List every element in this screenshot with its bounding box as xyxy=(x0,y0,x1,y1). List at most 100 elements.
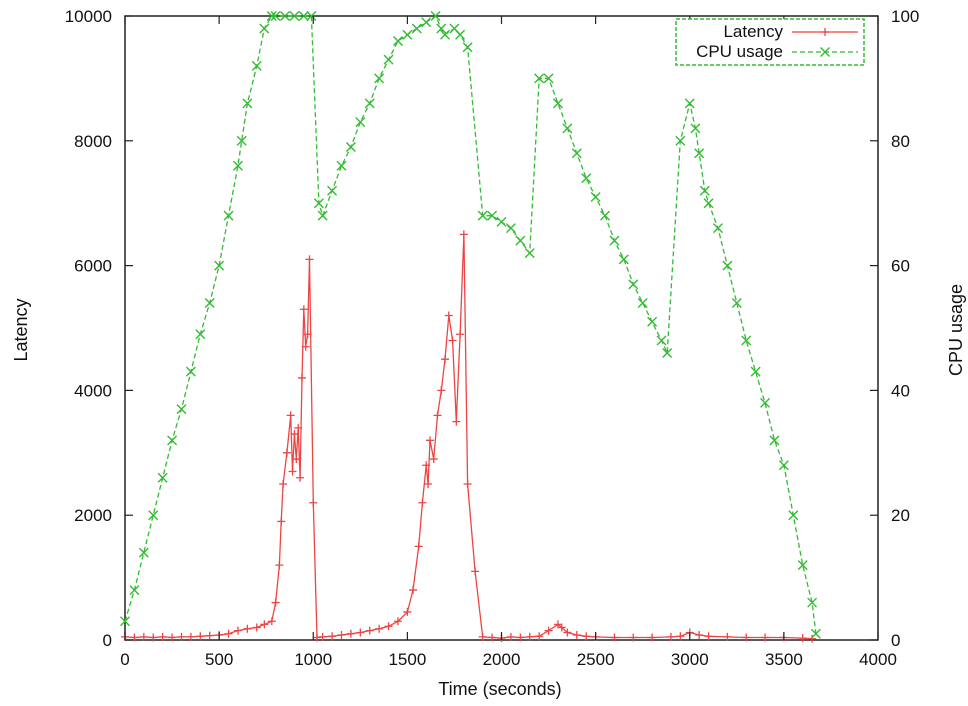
latency-point xyxy=(424,480,433,488)
latency-point xyxy=(288,467,297,476)
cpu-point xyxy=(270,11,281,21)
cpu-point xyxy=(609,235,620,246)
latency-point xyxy=(544,626,553,635)
cpu-point xyxy=(769,435,780,446)
latency-point xyxy=(648,633,657,642)
latency-point xyxy=(456,330,465,339)
x-tick-label: 2500 xyxy=(577,650,615,669)
legend-label: CPU usage xyxy=(696,42,783,61)
cpu-point xyxy=(778,460,789,471)
latency-point xyxy=(563,628,572,637)
latency-point xyxy=(267,617,276,626)
latency-point xyxy=(186,632,195,641)
cpu-point xyxy=(703,198,714,209)
cpu-point xyxy=(411,23,422,34)
cpu-point xyxy=(430,11,441,21)
latency-point xyxy=(196,632,205,641)
x-tick-label: 500 xyxy=(205,650,233,669)
latency-point xyxy=(478,632,487,641)
cpu-point xyxy=(336,160,347,171)
latency-point xyxy=(525,632,534,641)
y-tick-label: 8000 xyxy=(74,132,112,151)
cpu-point xyxy=(741,335,752,346)
latency-point xyxy=(233,626,242,635)
cpu-point xyxy=(251,60,262,71)
cpu-point xyxy=(236,135,247,146)
latency-point xyxy=(582,632,591,641)
latency-point xyxy=(252,623,261,632)
cpu-point xyxy=(750,366,761,377)
latency-point xyxy=(243,624,252,633)
cpu-point xyxy=(195,329,206,340)
cpu-point xyxy=(618,254,629,265)
cpu-point xyxy=(788,510,799,521)
cpu-point xyxy=(462,42,473,53)
latency-point xyxy=(303,330,312,339)
cpu-point xyxy=(690,123,701,134)
latency-point xyxy=(318,632,327,641)
cpu-usage-line xyxy=(124,15,817,634)
latency-point xyxy=(168,633,177,642)
cpu-point xyxy=(675,135,686,146)
cpu-point xyxy=(148,510,159,521)
x-tick-label: 2000 xyxy=(483,650,521,669)
latency-point xyxy=(260,620,269,629)
latency-point xyxy=(282,448,291,457)
latency-point xyxy=(205,631,214,640)
latency-point xyxy=(742,633,751,642)
cpu-point xyxy=(694,148,705,159)
latency-point xyxy=(629,633,638,642)
cpu-point xyxy=(496,216,507,227)
cpu-point xyxy=(807,597,818,608)
cpu-point xyxy=(731,298,742,309)
latency-point xyxy=(130,633,139,642)
cpu-usage-series xyxy=(120,11,821,639)
latency-point xyxy=(409,586,418,595)
cpu-point xyxy=(487,210,498,221)
cpu-point xyxy=(383,54,394,65)
latency-point xyxy=(177,632,186,641)
latency-point xyxy=(294,423,303,432)
cpu-point xyxy=(820,47,830,57)
latency-point xyxy=(301,342,310,351)
cpu-point xyxy=(760,397,771,408)
latency-point xyxy=(414,542,423,551)
latency-point xyxy=(695,631,704,640)
y2-tick-label: 100 xyxy=(891,7,919,26)
latency-point xyxy=(403,607,412,616)
cpu-point xyxy=(543,73,554,84)
latency-point xyxy=(821,28,829,36)
x-tick-label: 3500 xyxy=(765,650,803,669)
cpu-point xyxy=(684,98,695,109)
latency-point xyxy=(422,461,431,470)
latency-point xyxy=(437,386,446,395)
legend-label: Latency xyxy=(723,22,783,41)
latency-point xyxy=(275,561,284,570)
cpu-point xyxy=(280,11,291,21)
cpu-point xyxy=(374,73,385,84)
latency-point xyxy=(375,624,384,633)
legend-box xyxy=(675,18,865,66)
cpu-point xyxy=(204,298,215,309)
latency-point xyxy=(224,629,233,638)
latency-point xyxy=(610,633,619,642)
latency-point xyxy=(516,633,525,642)
cpu-point xyxy=(571,148,582,159)
latency-point xyxy=(761,633,770,642)
y-tick-label: 4000 xyxy=(74,381,112,400)
latency-point xyxy=(572,631,581,640)
latency-point xyxy=(506,632,515,641)
cpu-point xyxy=(477,210,488,221)
latency-point xyxy=(279,480,288,488)
latency-point xyxy=(292,455,301,464)
y2-tick-label: 40 xyxy=(891,381,910,400)
cpu-point xyxy=(289,11,300,21)
latency-point xyxy=(429,455,438,464)
cpu-point xyxy=(327,185,338,196)
y-axis-title: Latency xyxy=(11,298,31,361)
latency-point xyxy=(271,598,280,607)
cpu-point xyxy=(712,223,723,234)
cpu-point xyxy=(317,210,328,221)
